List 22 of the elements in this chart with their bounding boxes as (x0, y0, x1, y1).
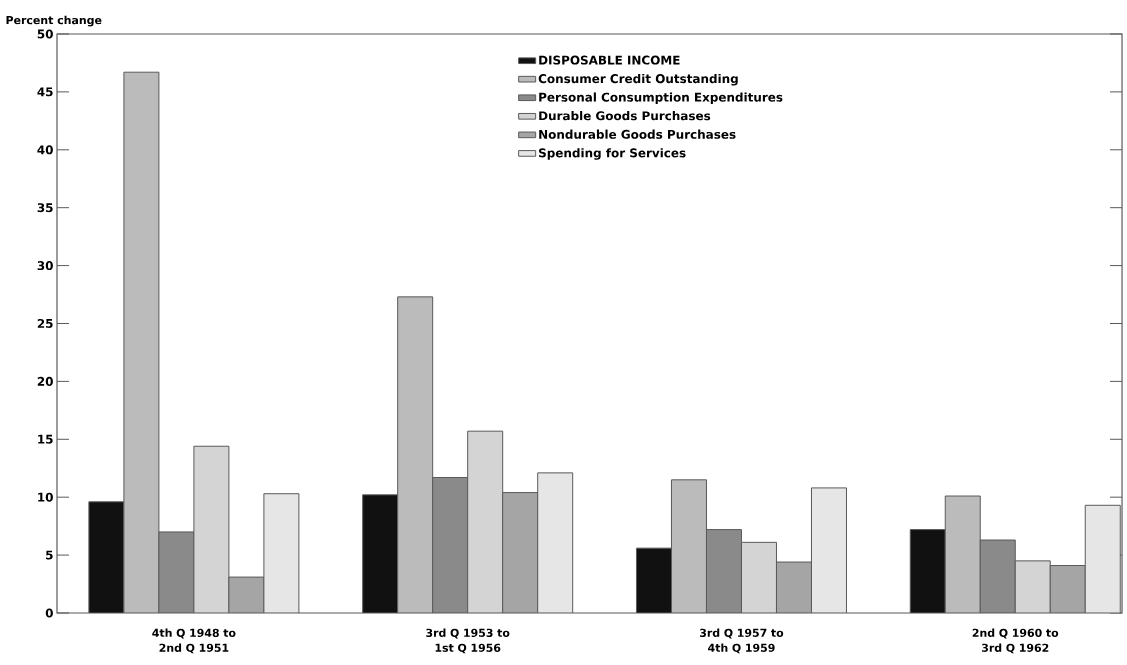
y-tick-label: 5 (46, 550, 53, 560)
legend-label: Personal Consumption Expenditures (539, 92, 783, 105)
legend-label: DISPOSABLE INCOME (539, 55, 680, 65)
y-tick-label: 20 (37, 376, 53, 386)
y-tick-label: 45 (37, 87, 53, 97)
y-tick-label: 15 (38, 434, 53, 444)
y-axis-title: Percent change (6, 15, 102, 27)
x-tick-label: 2nd Q 1960 to 3rd Q 1962 (972, 628, 1059, 654)
x-tick-label: 3rd Q 1953 to 1st Q 1956 (426, 628, 510, 654)
x-tick-label: 3rd Q 1957 to 4th Q 1959 (700, 628, 784, 654)
y-tick-label: 10 (38, 492, 53, 502)
y-tick-label: 35 (37, 203, 53, 213)
legend-label: Durable Goods Purchases (539, 111, 711, 121)
y-tick-label: 50 (37, 29, 53, 39)
y-tick-label: 30 (37, 261, 53, 271)
legend-label: Spending for Services (539, 148, 686, 160)
legend-label: Consumer Credit Outstanding (538, 73, 738, 86)
x-tick-label: 4th Q 1948 to 2nd Q 1951 (152, 628, 236, 654)
y-tick-label: 25 (37, 318, 53, 329)
y-tick-label: 0 (45, 608, 53, 618)
y-tick-label: 40 (37, 145, 53, 155)
legend-label: Nondurable Goods Purchases (539, 129, 736, 139)
